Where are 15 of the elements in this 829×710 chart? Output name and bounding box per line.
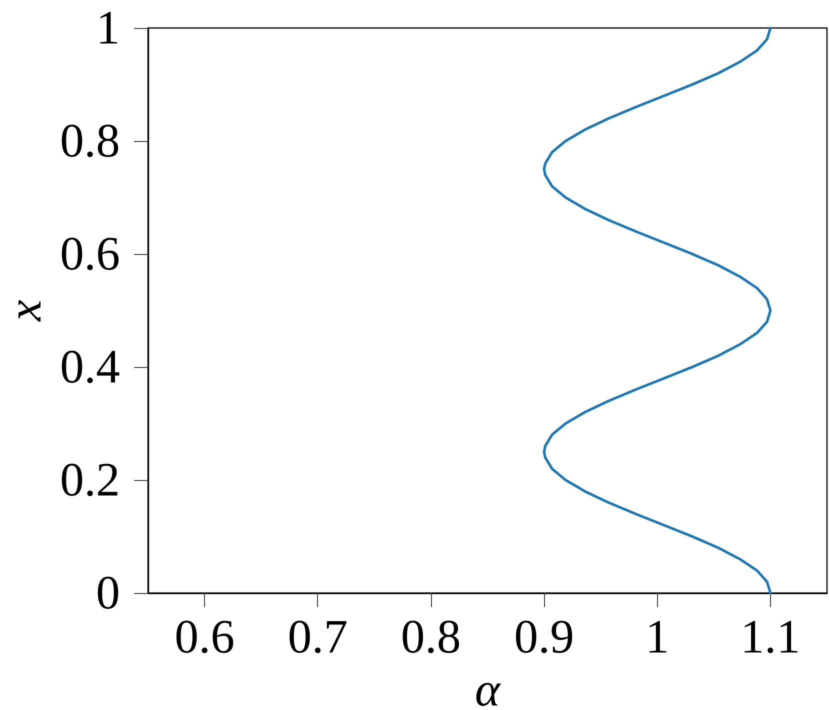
y-tick-label: 1 bbox=[96, 2, 120, 54]
x-tick-label: 0.9 bbox=[514, 610, 574, 664]
x-tick-label: 1 bbox=[645, 610, 670, 664]
y-tick-label: 0 bbox=[96, 566, 120, 620]
x-tick-label: 0.8 bbox=[400, 610, 461, 664]
y-tick-label: 0.8 bbox=[60, 114, 120, 168]
x-tick-label: 0.6 bbox=[174, 610, 235, 664]
x-tick-label: 1.1 bbox=[740, 610, 800, 664]
y-tick-label: 0.4 bbox=[60, 340, 120, 394]
y-tick-label: 0.6 bbox=[60, 228, 120, 280]
x-axis-title: α bbox=[474, 663, 501, 710]
y-axis-title: x bbox=[0, 300, 52, 322]
x-tick-label: 0.7 bbox=[288, 610, 348, 664]
line-series bbox=[542, 26, 772, 594]
y-tick-label: 0.2 bbox=[60, 454, 120, 506]
